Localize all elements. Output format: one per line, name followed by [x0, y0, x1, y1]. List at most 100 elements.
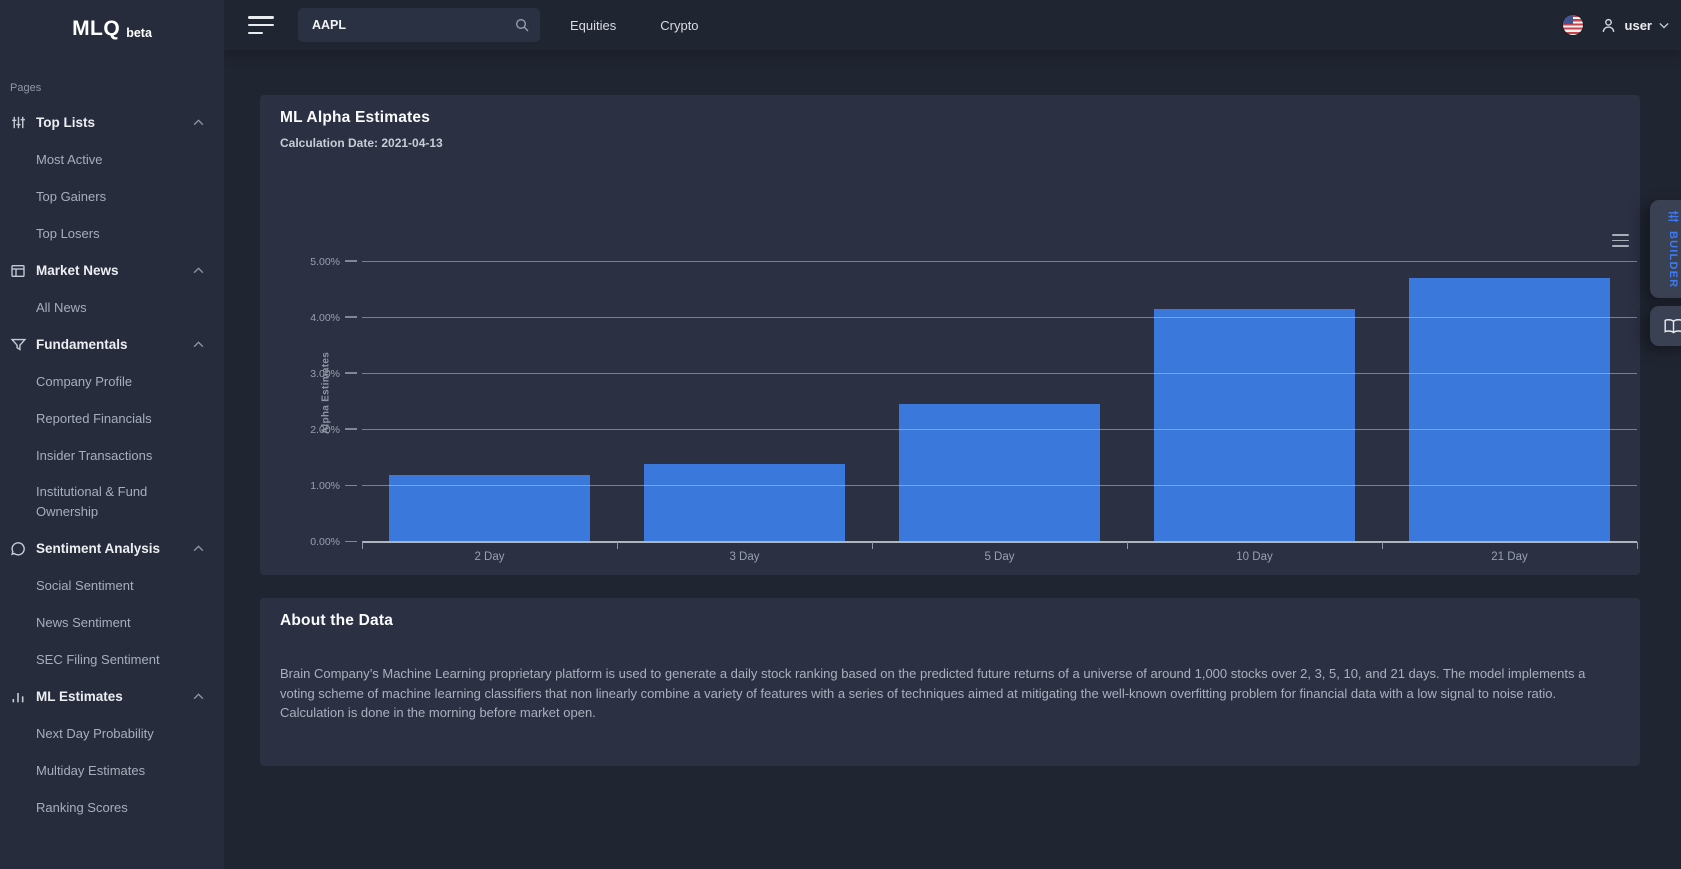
sidebar-section-fundamentals[interactable]: Fundamentals — [0, 326, 224, 363]
builder-panel-tab[interactable]: BUILDER — [1650, 200, 1681, 298]
x-tick — [1637, 542, 1638, 549]
sidebar-section-label: Fundamentals — [36, 337, 128, 352]
sidebar-section-market-news[interactable]: Market News — [0, 252, 224, 289]
search-icon[interactable] — [514, 17, 530, 33]
menu-toggle-icon[interactable] — [248, 16, 274, 34]
y-axis-tick-label: 3.00% — [310, 367, 340, 380]
layout-icon — [10, 262, 27, 279]
y-axis-tick-label: 0.00% — [310, 536, 340, 548]
sliders-icon — [1666, 209, 1681, 224]
chevron-up-icon — [193, 545, 204, 552]
topbar: Equities Crypto user — [224, 0, 1681, 50]
sidebar-section-label: ML Estimates — [36, 689, 123, 704]
bar-slot — [1127, 244, 1382, 542]
x-axis-tick-label: 5 Day — [984, 551, 1015, 563]
bar-slot — [617, 244, 872, 542]
plot-area — [362, 244, 1637, 542]
x-tick — [1382, 542, 1383, 549]
chart-bar-21-day[interactable] — [1408, 278, 1611, 542]
y-tick — [345, 484, 357, 486]
chat-bubble-icon — [10, 540, 27, 557]
about-body: Brain Company’s Machine Learning proprie… — [280, 666, 1586, 720]
tab-equities[interactable]: Equities — [570, 17, 617, 33]
y-axis-tick-label: 2.00% — [310, 423, 340, 436]
x-tick — [1127, 542, 1128, 549]
logo-beta-badge: beta — [126, 25, 152, 40]
y-tick — [345, 260, 357, 262]
book-icon — [1663, 318, 1681, 335]
calculation-date: Calculation Date: 2021-04-13 — [280, 136, 443, 150]
language-flag-icon[interactable] — [1562, 15, 1583, 35]
chart-bar-5-day[interactable] — [898, 404, 1101, 542]
sidebar-item-social-sentiment[interactable]: Social Sentiment — [36, 578, 134, 593]
x-axis-tick-label: 21 Day — [1491, 551, 1528, 563]
logo-text: MLQ — [72, 17, 121, 40]
user-name: user — [1624, 17, 1652, 33]
sidebar-item-institutional-fund-ownership[interactable]: Institutional & Fund Ownership — [36, 484, 148, 519]
user-icon — [1599, 16, 1618, 35]
sidebar-item-company-profile[interactable]: Company Profile — [36, 374, 133, 389]
y-gridline — [362, 372, 1637, 374]
x-axis-tick-label: 3 Day — [729, 551, 760, 563]
sidebar-section-label: Market News — [36, 263, 119, 278]
bar-slot — [872, 244, 1127, 542]
sidebar-item-multiday-estimates[interactable]: Multiday Estimates — [36, 763, 146, 778]
y-tick — [345, 372, 357, 374]
ticker-search[interactable] — [298, 8, 540, 42]
y-axis-tick-label: 1.00% — [310, 480, 340, 492]
search-input[interactable] — [312, 18, 514, 32]
sidebar-section-label: Sentiment Analysis — [36, 541, 161, 556]
bar-chart-icon — [10, 688, 27, 705]
sidebar-item-top-losers[interactable]: Top Losers — [36, 226, 100, 241]
user-menu[interactable]: user — [1599, 16, 1669, 35]
y-gridline — [362, 260, 1637, 262]
sidebar-item-insider-transactions[interactable]: Insider Transactions — [36, 448, 153, 463]
builder-tab-label: BUILDER — [1667, 231, 1679, 289]
chart-context-menu-button[interactable] — [1612, 234, 1629, 247]
sidebar-section-sentiment-analysis[interactable]: Sentiment Analysis — [0, 530, 224, 567]
x-tick — [362, 542, 363, 549]
x-axis-tick-label: 10 Day — [1236, 551, 1273, 563]
sidebar-item-most-active[interactable]: Most Active — [36, 152, 103, 167]
sidebar: MLQ beta Pages Top Lists Most Active Top… — [0, 0, 224, 869]
chart-bar-10-day[interactable] — [1153, 308, 1356, 542]
x-tick — [872, 542, 873, 549]
sidebar-item-ranking-scores[interactable]: Ranking Scores — [36, 800, 128, 815]
x-axis-labels: 2 Day 3 Day 5 Day 10 Day 21 Day — [362, 551, 1637, 563]
y-tick — [345, 428, 357, 430]
sidebar-item-next-day-probability[interactable]: Next Day Probability — [36, 726, 154, 741]
y-axis-tick-label: 4.00% — [310, 311, 340, 324]
ml-alpha-estimates-card: ML Alpha Estimates Calculation Date: 202… — [260, 95, 1640, 575]
app-logo[interactable]: MLQ beta — [0, 0, 224, 58]
bar-slot — [1382, 244, 1637, 542]
y-gridline — [362, 428, 1637, 430]
card-title: ML Alpha Estimates — [280, 109, 431, 126]
sidebar-item-top-gainers[interactable]: Top Gainers — [36, 189, 107, 204]
sidebar-item-sec-filing-sentiment[interactable]: SEC Filing Sentiment — [36, 652, 160, 667]
alpha-estimates-chart: Alpha Estimates 0.00% 1.00% 2.00% 3.00% 4.00… — [310, 234, 1638, 563]
sidebar-section-top-lists[interactable]: Top Lists — [0, 104, 224, 141]
chevron-up-icon — [193, 267, 204, 274]
sidebar-item-all-news[interactable]: All News — [36, 300, 87, 315]
y-gridline — [362, 485, 1637, 486]
about-the-data-card: About the Data Brain Company’s Machine L… — [260, 598, 1640, 766]
tab-crypto[interactable]: Crypto — [660, 17, 699, 33]
sidebar-section-label: Top Lists — [36, 115, 95, 130]
chevron-down-icon — [1659, 22, 1669, 29]
x-axis-tick-label: 2 Day — [474, 551, 505, 563]
filter-icon — [10, 336, 27, 353]
chevron-up-icon — [193, 119, 204, 126]
chart-bar-3-day[interactable] — [643, 464, 846, 542]
sidebar-group-label: Pages — [10, 82, 42, 94]
sidebar-item-news-sentiment[interactable]: News Sentiment — [36, 615, 131, 630]
docs-panel-tab[interactable] — [1650, 306, 1681, 346]
y-tick — [345, 316, 357, 318]
y-axis-tick-label: 5.00% — [310, 255, 340, 268]
sidebar-section-ml-estimates[interactable]: ML Estimates — [0, 678, 224, 715]
about-title: About the Data — [280, 612, 394, 629]
x-axis-line — [362, 541, 1637, 543]
chevron-up-icon — [193, 341, 204, 348]
sidebar-item-reported-financials[interactable]: Reported Financials — [36, 411, 152, 426]
sliders-icon — [10, 114, 27, 131]
y-gridline — [362, 316, 1637, 318]
